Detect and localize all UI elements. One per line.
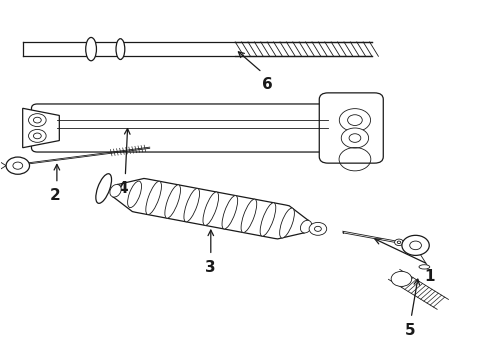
Ellipse shape — [260, 203, 276, 236]
Circle shape — [33, 133, 41, 139]
Ellipse shape — [203, 192, 219, 225]
Circle shape — [13, 162, 23, 169]
Circle shape — [33, 117, 41, 123]
Ellipse shape — [397, 241, 401, 244]
Ellipse shape — [86, 37, 97, 61]
Ellipse shape — [127, 181, 142, 208]
Circle shape — [28, 130, 46, 142]
FancyBboxPatch shape — [319, 93, 383, 163]
Text: 6: 6 — [262, 77, 272, 92]
Text: 1: 1 — [424, 269, 435, 284]
Circle shape — [339, 109, 370, 132]
Ellipse shape — [116, 39, 125, 59]
Ellipse shape — [394, 239, 403, 246]
Ellipse shape — [241, 199, 257, 233]
Circle shape — [410, 241, 421, 250]
Ellipse shape — [146, 181, 161, 215]
Polygon shape — [23, 108, 59, 148]
Circle shape — [309, 222, 327, 235]
Ellipse shape — [184, 188, 199, 222]
Ellipse shape — [165, 185, 180, 218]
Ellipse shape — [280, 208, 294, 238]
Ellipse shape — [419, 265, 430, 269]
Circle shape — [28, 114, 46, 127]
Circle shape — [315, 226, 321, 231]
Text: 3: 3 — [205, 260, 216, 275]
Text: 2: 2 — [50, 188, 61, 203]
FancyBboxPatch shape — [31, 104, 339, 152]
Circle shape — [341, 128, 368, 148]
Ellipse shape — [300, 220, 312, 233]
Circle shape — [349, 134, 361, 142]
Text: 5: 5 — [405, 323, 416, 338]
Text: 4: 4 — [118, 181, 128, 196]
Ellipse shape — [222, 195, 238, 229]
Circle shape — [347, 115, 362, 126]
Ellipse shape — [391, 271, 412, 287]
Ellipse shape — [96, 174, 112, 203]
Circle shape — [6, 157, 29, 174]
Ellipse shape — [110, 184, 121, 197]
Circle shape — [402, 235, 429, 255]
